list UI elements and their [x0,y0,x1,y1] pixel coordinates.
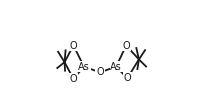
Text: O: O [70,74,77,84]
Text: O: O [124,73,131,83]
Text: O: O [70,41,77,51]
Text: O: O [96,67,104,77]
Text: As: As [110,62,122,72]
Text: O: O [122,41,130,51]
Text: As: As [78,62,90,72]
